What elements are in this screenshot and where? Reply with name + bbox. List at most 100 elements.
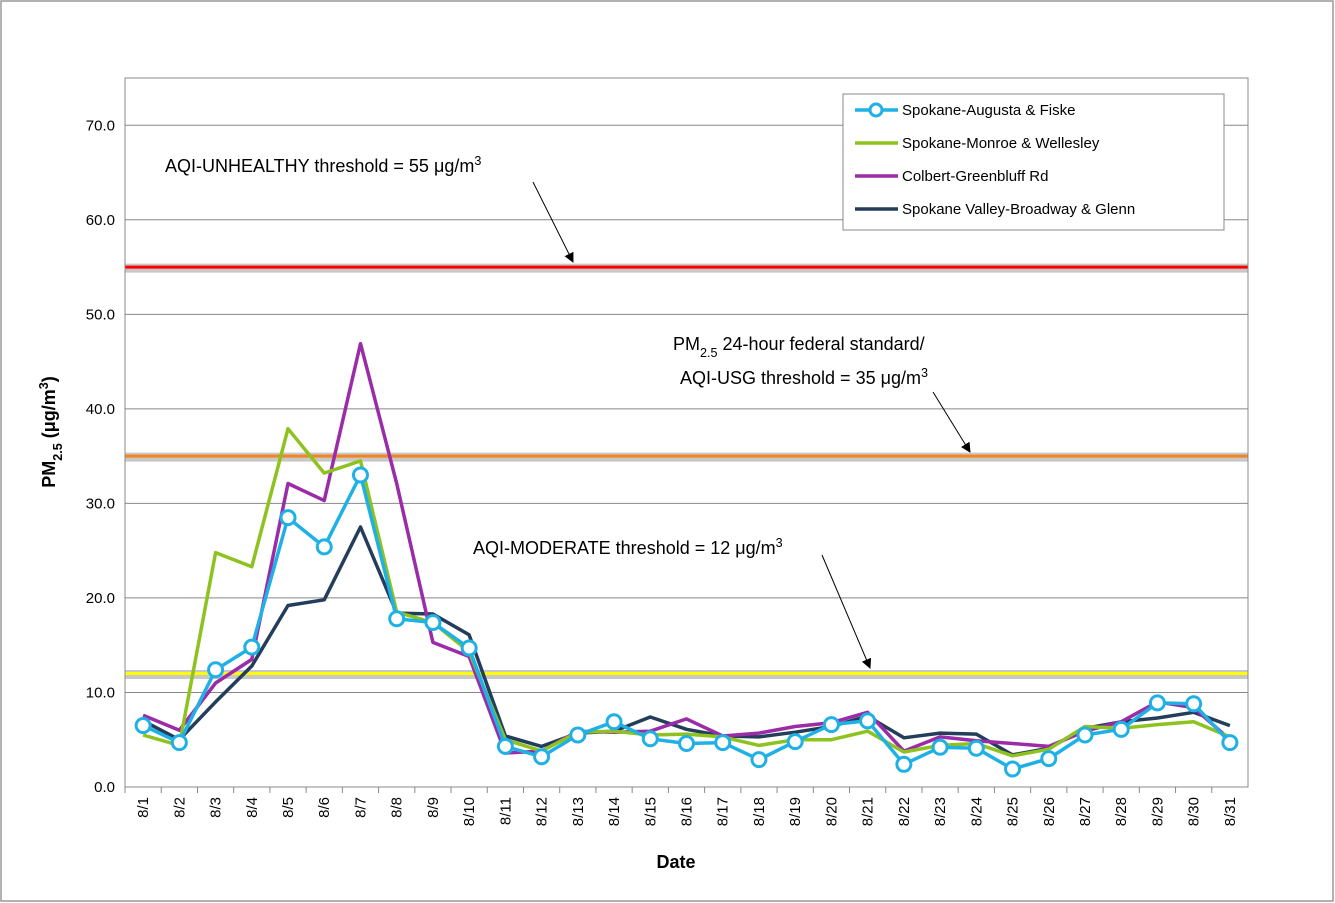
- y-axis-title: PM2.5 (μg/m3): [37, 376, 65, 488]
- label-sup: 3: [776, 536, 783, 550]
- thresholds: [125, 263, 1248, 680]
- point: [967, 739, 985, 757]
- point: [533, 748, 551, 766]
- x-tick-label: 8/6: [316, 797, 333, 818]
- point: [569, 726, 587, 744]
- point: [1004, 760, 1022, 778]
- series-line: [142, 341, 1232, 755]
- point: [243, 638, 261, 656]
- label-text: PM: [39, 461, 59, 488]
- point: [714, 734, 732, 752]
- legend-label: Spokane-Monroe & Wellesley: [902, 135, 1100, 152]
- x-tick-label: 8/14: [606, 797, 623, 826]
- legend-label: Spokane-Augusta & Fiske: [902, 102, 1075, 119]
- point: [931, 738, 949, 756]
- point: [351, 466, 369, 484]
- point: [460, 639, 478, 657]
- point: [134, 717, 152, 735]
- x-axis-title: Date: [656, 852, 695, 872]
- annotation: AQI-MODERATE threshold = 12 μg/m3: [473, 536, 783, 558]
- y-tick-label: 70.0: [86, 117, 115, 134]
- y-tick-label: 50.0: [86, 306, 115, 323]
- point: [388, 610, 406, 628]
- x-tick-label: 8/22: [896, 797, 913, 826]
- point: [895, 755, 913, 773]
- x-tick-label: 8/16: [679, 797, 696, 826]
- y-tick-label: 0.0: [94, 779, 115, 796]
- label-text: ): [39, 376, 59, 382]
- plot-area: [124, 77, 1249, 788]
- x-tick-label: 8/9: [425, 797, 442, 818]
- x-tick-label: 8/7: [352, 797, 369, 818]
- x-tick-label: 8/1: [135, 797, 152, 818]
- x-tick-label: 8/10: [461, 797, 478, 826]
- legend-label: Spokane Valley-Broadway & Glenn: [902, 201, 1135, 218]
- x-tick-label: 8/30: [1186, 797, 1203, 826]
- annotation: PM2.5 24-hour federal standard/: [673, 334, 925, 360]
- x-tick-label: 8/5: [280, 797, 297, 818]
- annotation: AQI-USG threshold = 35 μg/m3: [680, 366, 928, 388]
- series-line: [142, 426, 1231, 758]
- y-tick-label: 20.0: [86, 590, 115, 607]
- point: [207, 661, 225, 679]
- x-tick-label: 8/4: [244, 797, 261, 818]
- x-tick-label: 8/8: [389, 797, 406, 818]
- x-tick-label: 8/23: [932, 797, 949, 826]
- x-tick-label: 8/28: [1113, 797, 1130, 826]
- y-tick-label: 30.0: [86, 495, 115, 512]
- label-text: AQI-UNHEALTHY threshold = 55 μg/m: [165, 156, 474, 176]
- x-tick-label: 8/19: [787, 797, 804, 826]
- annotations: AQI-UNHEALTHY threshold = 55 μg/m3PM2.5 …: [165, 154, 971, 669]
- label-sub: 2.5: [51, 443, 65, 461]
- point: [1112, 720, 1130, 738]
- label-text: AQI-USG threshold = 35 μg/m: [680, 368, 921, 388]
- arrow: [932, 391, 971, 453]
- point: [1040, 750, 1058, 768]
- point: [605, 713, 623, 731]
- x-tick-label: 8/25: [1005, 797, 1022, 826]
- point: [315, 538, 333, 556]
- x-tick-label: 8/15: [642, 797, 659, 826]
- point: [496, 737, 514, 755]
- point: [859, 712, 877, 730]
- x-tick-label: 8/20: [823, 797, 840, 826]
- x-tick-label: 8/13: [570, 797, 587, 826]
- point: [1221, 734, 1239, 752]
- x-tick-label: 8/26: [1041, 797, 1058, 826]
- point: [1185, 695, 1203, 713]
- x-tick-label: 8/11: [497, 797, 514, 825]
- y-tick-label: 60.0: [86, 212, 115, 229]
- point: [641, 730, 659, 748]
- y-tick-label: 40.0: [86, 401, 115, 418]
- legend-label: Colbert-Greenbluff Rd: [902, 168, 1048, 185]
- point: [786, 733, 804, 751]
- x-tick-label: 8/24: [968, 797, 985, 826]
- legend: Spokane-Augusta & Fiske Spokane-Monroe & …: [842, 93, 1225, 231]
- legend-marker: [868, 102, 884, 118]
- x-tick-label: 8/12: [534, 797, 551, 826]
- x-tick-label: 8/27: [1077, 797, 1094, 826]
- label-text: AQI-MODERATE threshold = 12 μg/m: [473, 538, 776, 558]
- point: [1076, 726, 1094, 744]
- label-text: (μg/m: [39, 389, 59, 443]
- point: [678, 735, 695, 753]
- point: [279, 509, 297, 527]
- y-tick-label: 10.0: [86, 684, 115, 701]
- legend-box: [842, 93, 1225, 231]
- label-sup: 3: [921, 366, 928, 380]
- ticks: 0.0 10.0 20.0 30.0 40.0 50.0 60.0 70.0 8/1 8/2 8/3…: [86, 117, 1239, 826]
- arrow: [821, 554, 872, 669]
- label-sup: 3: [474, 154, 481, 168]
- point: [822, 716, 840, 734]
- label-text: PM: [673, 334, 700, 354]
- arrow: [532, 181, 574, 263]
- point: [1148, 694, 1166, 712]
- x-tick-label: 8/2: [171, 797, 188, 818]
- x-tick-label: 8/18: [751, 797, 768, 826]
- point: [424, 614, 442, 632]
- x-tick-label: 8/29: [1149, 797, 1166, 826]
- x-tick-label: 8/31: [1222, 797, 1239, 826]
- point: [750, 751, 768, 769]
- label-text: 24-hour federal standard/: [718, 334, 925, 354]
